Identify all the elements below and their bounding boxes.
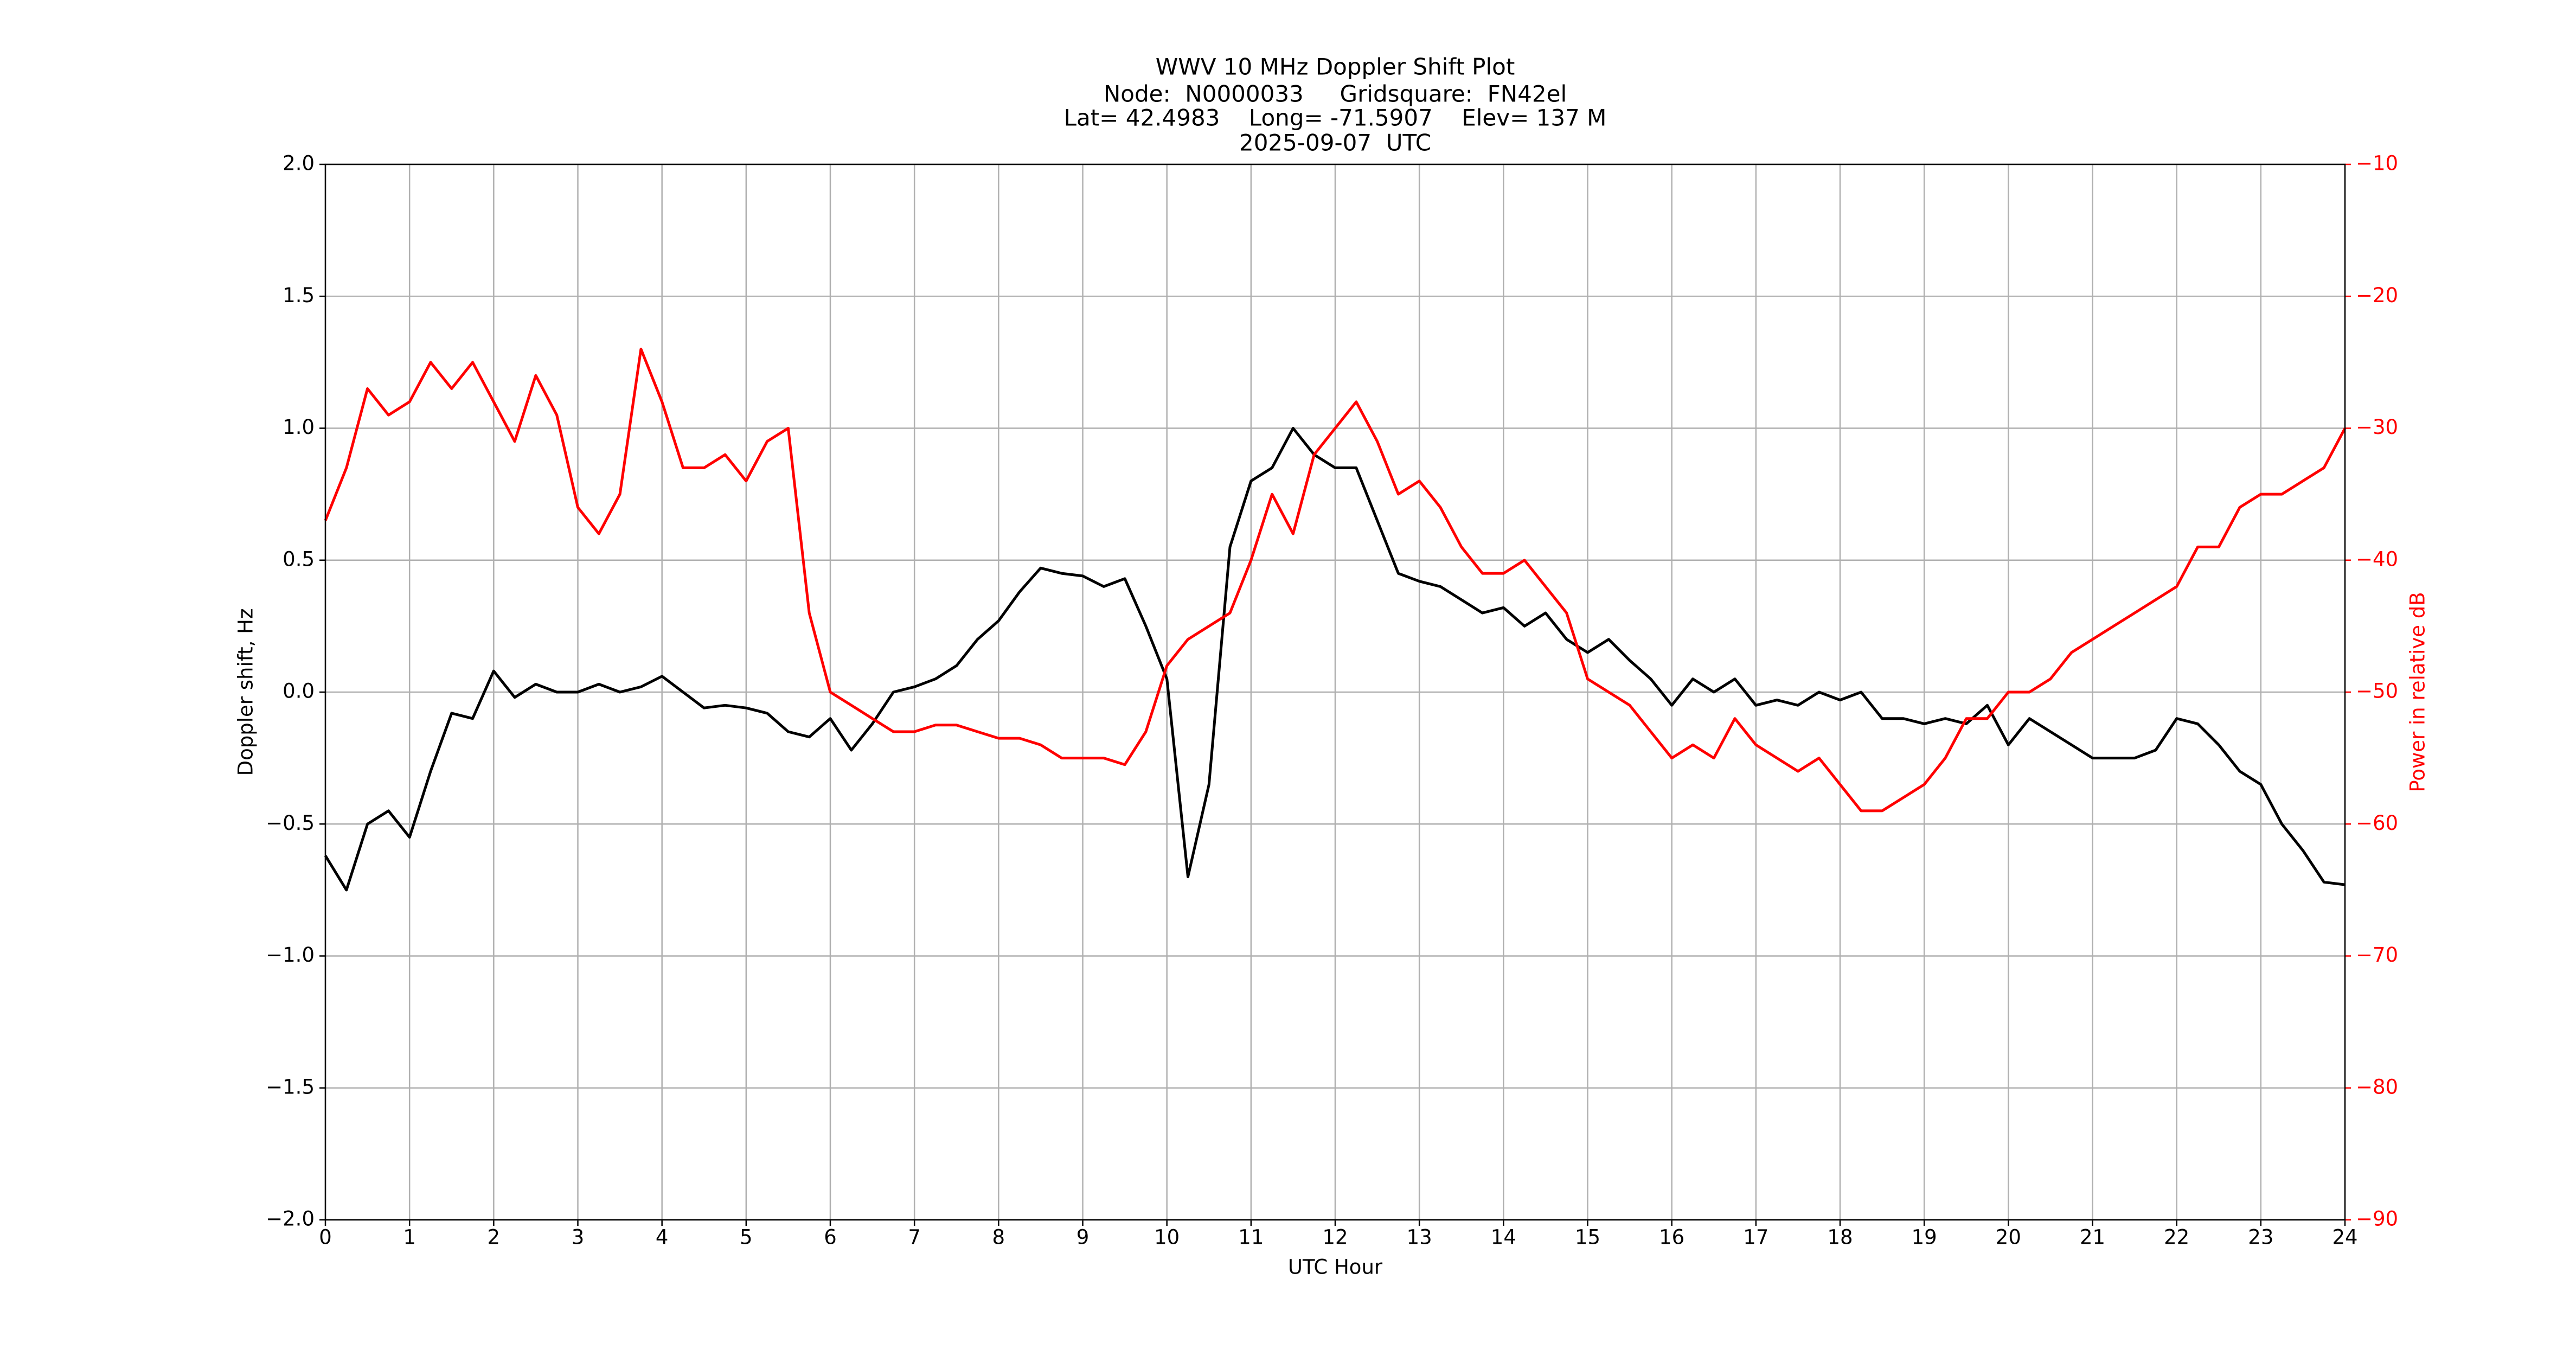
y2-tick-label: −40 xyxy=(2356,547,2398,571)
series-line xyxy=(324,348,2347,813)
x-tick-label: 21 xyxy=(2080,1226,2105,1249)
x-tick-label: 16 xyxy=(1659,1226,1684,1249)
y-axis-label: Doppler shift, Hz xyxy=(234,609,258,776)
y2-tick-label: −30 xyxy=(2356,415,2398,439)
y2-tick-label: −50 xyxy=(2356,680,2398,703)
x-tick-label: 1 xyxy=(403,1226,416,1249)
x-tick-label: 7 xyxy=(908,1226,921,1249)
x-tick-label: 14 xyxy=(1491,1226,1516,1249)
x-tick-label: 12 xyxy=(1322,1226,1348,1249)
y2-tick-label: −10 xyxy=(2356,152,2398,175)
y2-tick-label: −20 xyxy=(2356,284,2398,307)
y-tick-label: −2.0 xyxy=(266,1207,315,1231)
y-tick-label: 1.0 xyxy=(283,415,315,439)
x-tick-label: 19 xyxy=(1912,1226,1937,1249)
chart-title: WWV 10 MHz Doppler Shift Plot xyxy=(1156,54,1515,80)
x-tick-label: 18 xyxy=(1827,1226,1853,1249)
x-tick-label: 11 xyxy=(1238,1226,1264,1249)
x-tick-label: 3 xyxy=(572,1226,585,1249)
y-tick-label: −1.0 xyxy=(266,943,315,967)
x-tick-label: 4 xyxy=(656,1226,669,1249)
x-axis-label: UTC Hour xyxy=(1288,1256,1383,1279)
chart-subtitle: Lat= 42.4983 Long= -71.5907 Elev= 137 M xyxy=(1064,105,1607,131)
y-tick-label: −0.5 xyxy=(266,811,315,835)
x-tick-label: 9 xyxy=(1076,1226,1090,1249)
x-tick-label: 20 xyxy=(1996,1226,2021,1249)
x-tick-label: 17 xyxy=(1743,1226,1768,1249)
x-tick-label: 8 xyxy=(992,1226,1005,1249)
y-tick-label: 2.0 xyxy=(283,152,315,175)
chart-subtitle: 2025-09-07 UTC xyxy=(1239,130,1431,156)
y2-axis-label: Power in relative dB xyxy=(2406,592,2430,792)
x-tick-label: 22 xyxy=(2164,1226,2189,1249)
x-tick-label: 24 xyxy=(2332,1226,2357,1249)
y2-tick-label: −60 xyxy=(2356,811,2398,835)
x-tick-label: 2 xyxy=(488,1226,501,1249)
y2-tick-label: −70 xyxy=(2356,943,2398,967)
y-tick-label: −1.5 xyxy=(266,1075,315,1098)
series-line xyxy=(324,427,2346,892)
x-tick-label: 5 xyxy=(740,1226,753,1249)
x-tick-label: 23 xyxy=(2248,1226,2273,1249)
y2-tick-label: −80 xyxy=(2356,1075,2398,1098)
x-tick-label: 10 xyxy=(1154,1226,1180,1249)
y2-tick-label: −90 xyxy=(2356,1207,2398,1231)
chart-subtitle: Node: N0000033 Gridsquare: FN42el xyxy=(1104,81,1567,107)
x-tick-label: 0 xyxy=(319,1226,332,1249)
x-tick-label: 6 xyxy=(824,1226,837,1249)
x-tick-label: 15 xyxy=(1575,1226,1600,1249)
plot-frame xyxy=(324,163,2346,1221)
y-tick-label: 0.0 xyxy=(283,680,315,703)
y-tick-label: 0.5 xyxy=(283,547,315,571)
y-tick-label: 1.5 xyxy=(283,284,315,307)
x-tick-label: 13 xyxy=(1407,1226,1432,1249)
